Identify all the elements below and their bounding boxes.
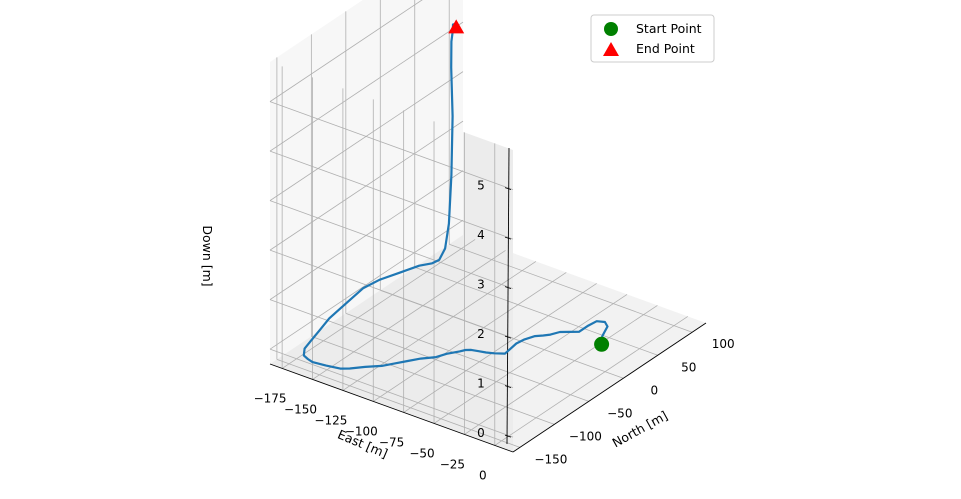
down-tick-mark (504, 187, 512, 190)
down-tick-mark (504, 286, 512, 290)
east-tick-label: −125 (314, 413, 347, 427)
down-grid-line (269, 150, 514, 240)
east-grid-line (281, 239, 476, 369)
down-tick-label: 0 (477, 426, 485, 440)
start-point-marker (594, 336, 610, 352)
east-tick-label: −75 (379, 435, 404, 449)
down-grid-line (269, 219, 464, 350)
east-grid-line (373, 272, 567, 402)
north-tick-label: −50 (607, 406, 632, 420)
north-grid-line (414, 266, 658, 356)
legend-start-marker (604, 22, 618, 36)
end-point-marker (448, 19, 465, 34)
down-grid-line (269, 21, 464, 152)
down-grid-line (269, 249, 514, 339)
down-tick-label: 2 (477, 327, 485, 341)
north-tick-label: 50 (681, 360, 696, 374)
legend: Start Point End Point (590, 14, 715, 63)
markers (448, 19, 610, 352)
down-grid-line (269, 170, 464, 300)
down-tick-mark (504, 434, 512, 438)
down-tick-label: 4 (477, 228, 485, 242)
down-grid-line (269, 348, 514, 438)
trajectory-line (302, 22, 609, 370)
down-grid-line (269, 200, 514, 289)
east-tick-label: −175 (254, 391, 287, 405)
down-tick-label: 1 (477, 377, 485, 391)
down-grid-line (269, 0, 423, 102)
east-grid-line (494, 316, 688, 446)
east-tick-label: −25 (440, 457, 465, 471)
east-grid-line (403, 283, 597, 413)
north-tick-label: 100 (712, 337, 735, 351)
down-tick-mark (504, 236, 512, 240)
legend-end-label: End Point (636, 41, 695, 56)
legend-frame (590, 14, 715, 63)
down-grid-line (269, 71, 464, 201)
east-grid-line (433, 294, 628, 424)
east-grid-line (312, 250, 506, 380)
north-tick-label: −150 (534, 452, 567, 466)
down-tick-label: 5 (477, 179, 485, 193)
north-axis-line (512, 322, 707, 453)
legend-start-label: Start Point (636, 21, 702, 36)
east-axis-line (269, 363, 514, 453)
north-grid-line (311, 335, 555, 425)
down-grid-line (269, 120, 464, 251)
north-grid-line (449, 243, 693, 333)
east-tick-label: 0 (479, 468, 487, 482)
down-tick-mark (504, 335, 512, 339)
down-axis-line (506, 147, 510, 445)
east-grid-line (342, 261, 537, 391)
down-grid-line (269, 101, 514, 190)
legend-end-marker (603, 42, 619, 56)
north-grid-line (276, 359, 521, 448)
east-tick-label: −100 (345, 424, 378, 438)
tick-labels: −150−100−500501000−25−50−75−100−125−150−… (254, 179, 735, 483)
east-tick-label: −150 (284, 402, 317, 416)
axis-panes (270, 0, 706, 452)
down-axis-label: Down [m] (200, 225, 215, 286)
down-grid-line (269, 299, 514, 389)
north-grid-line (345, 312, 589, 402)
east-grid-line (464, 305, 658, 435)
east-tick-label: −50 (409, 446, 434, 460)
north-tick-label: 0 (650, 383, 658, 397)
north-tick-label: −100 (569, 429, 602, 443)
trajectory (302, 22, 609, 370)
down-tick-label: 3 (477, 278, 485, 292)
axis-lines (269, 147, 707, 453)
down-tick-mark (504, 385, 512, 389)
